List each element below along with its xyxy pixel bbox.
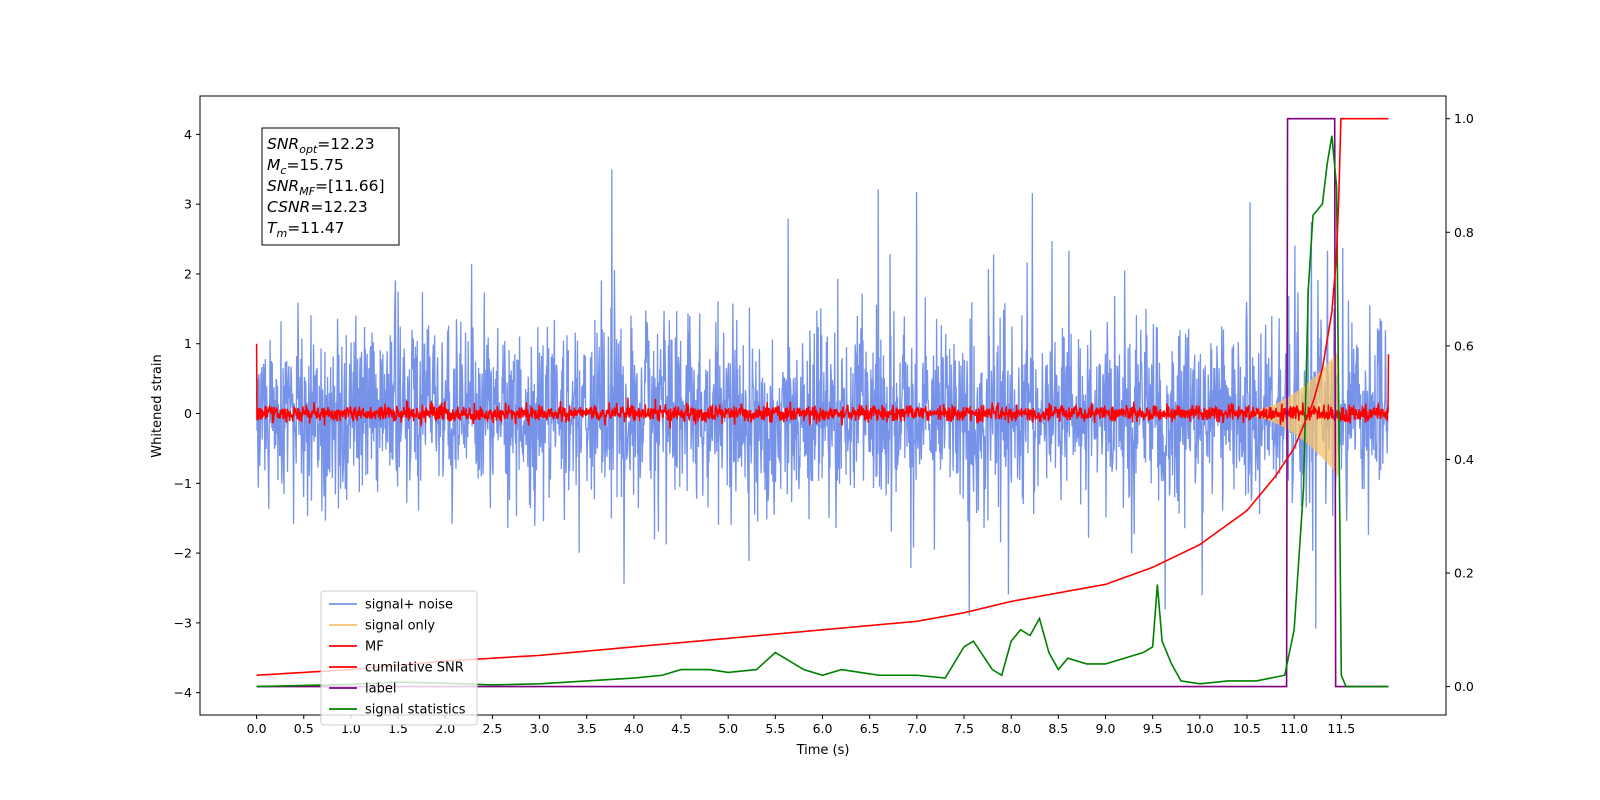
series-signal-statistics-line [256, 135, 1389, 688]
stats-value: =12.23 [317, 135, 374, 153]
y-tick-label: 0 [184, 406, 192, 421]
x-tick-label: 6.0 [813, 721, 833, 736]
stats-annotation-box: SNRopt=12.23Mc=15.75SNRMF=[11.66]CSNR=12… [261, 127, 400, 246]
x-tick-label: 5.0 [718, 721, 738, 736]
stats-line: Mc=15.75 [267, 156, 344, 177]
stats-var-subscript: opt [299, 143, 318, 156]
stats-var-name: SNR [267, 177, 299, 195]
y2-tick-label: 0.6 [1454, 338, 1474, 353]
legend-label: signal+ noise [365, 598, 453, 613]
x-tick-label: 3.0 [530, 721, 550, 736]
stats-line: CSNR=12.23 [267, 198, 368, 216]
y-axis-left: −4 −3 −2 −1 0 1 2 3 4 [174, 127, 200, 700]
x-tick-label: 3.5 [577, 721, 597, 736]
stats-value: =[11.66] [315, 177, 384, 195]
x-tick-label: 5.5 [765, 721, 785, 736]
x-tick-label: 0.0 [247, 721, 267, 736]
series-signal-noise-line [255, 169, 1390, 629]
x-tick-label: 10.0 [1186, 721, 1214, 736]
stats-line: SNRopt=12.23 [267, 135, 375, 156]
legend-label: label [365, 682, 396, 697]
x-tick-label: 10.5 [1233, 721, 1261, 736]
legend-label: signal only [365, 619, 435, 634]
plot-area [255, 117, 1390, 688]
x-tick-label: 9.5 [1143, 721, 1163, 736]
x-tick-label: 4.0 [624, 721, 644, 736]
stats-line: SNRMF=[11.66] [267, 177, 385, 198]
y-tick-label: 1 [184, 336, 192, 351]
legend-label: signal statistics [365, 703, 466, 718]
x-tick-label: 2.5 [482, 721, 502, 736]
legend-label: cumilative SNR [365, 661, 464, 676]
y-tick-label: 3 [184, 197, 192, 212]
x-tick-label: 4.5 [671, 721, 691, 736]
x-tick-label: 6.5 [860, 721, 880, 736]
stats-value: =11.47 [287, 219, 344, 237]
legend-label: MF [365, 640, 384, 655]
stats-var-name: CSNR [267, 198, 310, 216]
series-label-line [256, 117, 1389, 688]
x-tick-label: 0.5 [294, 721, 314, 736]
x-tick-label: 11.5 [1327, 721, 1355, 736]
y-tick-label: −3 [174, 615, 192, 630]
legend: signal+ noise signal only MF cumilative SNR… [320, 590, 478, 726]
stats-var-subscript: c [280, 164, 286, 177]
series-mf-line [255, 343, 1390, 429]
y-tick-label: −1 [174, 476, 192, 491]
stats-var-name: SNR [267, 135, 299, 153]
stats-box-frame [261, 127, 400, 246]
x-tick-label: 7.0 [907, 721, 927, 736]
x-tick-label: 11.0 [1280, 721, 1308, 736]
stats-var-subscript: MF [299, 185, 315, 198]
x-tick-label: 9.0 [1096, 721, 1116, 736]
stats-value: =12.23 [310, 198, 367, 216]
x-axis-title: Time (s) [796, 743, 850, 758]
y-tick-label: −2 [174, 546, 192, 561]
y2-tick-label: 0.8 [1454, 225, 1474, 240]
stats-var-name: M [267, 156, 280, 174]
y-tick-label: 2 [184, 266, 192, 281]
y-tick-label: 4 [184, 127, 192, 142]
stats-var-name: T [267, 219, 278, 237]
y-axis-right: 0.0 0.2 0.4 0.6 0.8 1.0 [1446, 111, 1474, 694]
stats-line: Tm=11.47 [267, 219, 345, 240]
legend-frame [320, 590, 478, 726]
stats-value: =15.75 [286, 156, 343, 174]
stats-var-subscript: m [276, 227, 287, 240]
y2-tick-label: 0.4 [1454, 452, 1474, 467]
y-tick-label: −4 [174, 685, 192, 700]
y2-tick-label: 0.0 [1454, 679, 1474, 694]
x-tick-label: 8.0 [1001, 721, 1021, 736]
x-tick-label: 8.5 [1048, 721, 1068, 736]
y2-tick-label: 0.2 [1454, 566, 1474, 581]
y2-tick-label: 1.0 [1454, 111, 1474, 126]
y-axis-title: Whitened strain [150, 354, 165, 457]
x-tick-label: 7.5 [954, 721, 974, 736]
